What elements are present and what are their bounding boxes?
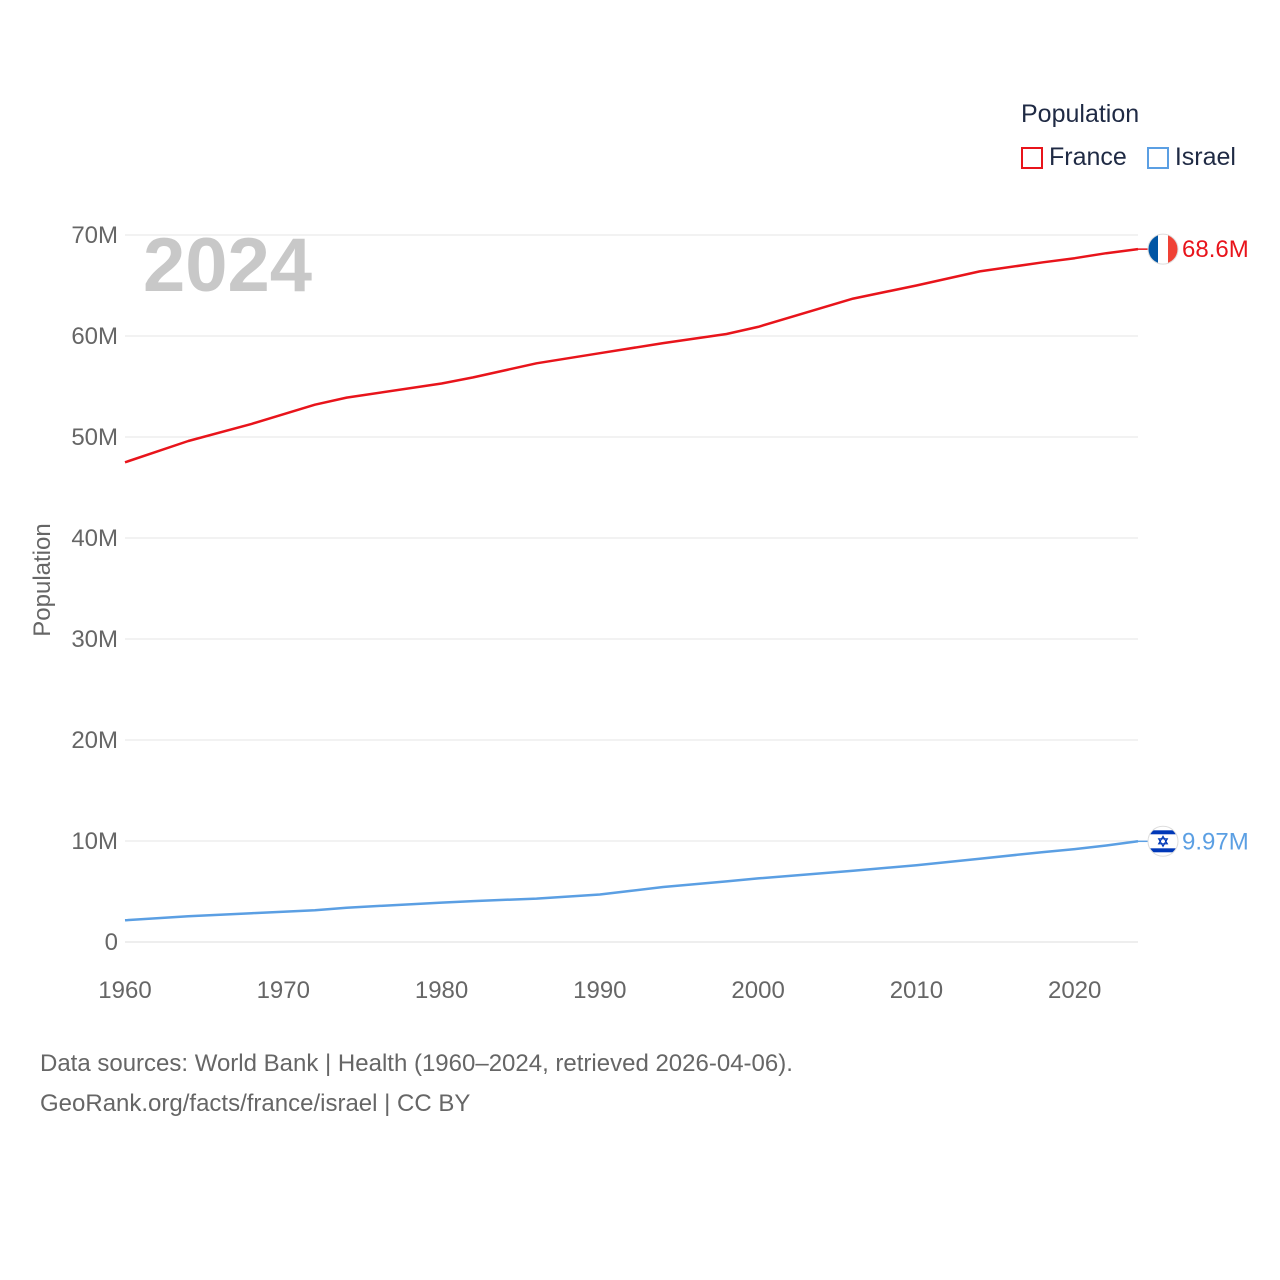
legend-title: Population bbox=[1021, 100, 1140, 128]
legend: France Israel bbox=[1021, 143, 1256, 172]
x-tick-label: 2020 bbox=[1048, 977, 1101, 1004]
source-note: Data sources: World Bank | Health (1960–… bbox=[40, 1044, 793, 1124]
y-tick-label: 40M bbox=[71, 525, 118, 552]
legend-item-france[interactable]: France bbox=[1021, 143, 1127, 172]
x-axis-ticks: 1960 1970 1980 1990 2000 2010 2020 bbox=[98, 977, 1101, 1004]
gridlines bbox=[125, 234, 1138, 943]
end-value-label-france: 68.6M bbox=[1182, 236, 1249, 263]
x-tick-label: 1970 bbox=[257, 977, 310, 1004]
legend-label-france: France bbox=[1049, 143, 1127, 171]
series-end-markers: 68.6M 9.97M bbox=[1138, 233, 1249, 857]
france-flag-icon bbox=[1147, 233, 1179, 265]
series-line-france[interactable] bbox=[124, 247, 1139, 464]
year-overlay: 2024 bbox=[143, 223, 313, 308]
x-tick-label: 2000 bbox=[731, 977, 784, 1004]
x-tick-label: 1990 bbox=[573, 977, 626, 1004]
y-axis-title: Population bbox=[29, 523, 56, 636]
legend-swatch-france bbox=[1021, 146, 1043, 169]
y-tick-label: 30M bbox=[71, 626, 118, 653]
series-lines bbox=[124, 247, 1139, 922]
legend-swatch-israel bbox=[1146, 146, 1169, 169]
y-tick-label: 20M bbox=[71, 727, 118, 754]
y-tick-label: 60M bbox=[71, 323, 118, 350]
source-line-1[interactable]: Data sources: World Bank | Health (1960–… bbox=[40, 1050, 793, 1077]
y-tick-label: 10M bbox=[71, 828, 118, 855]
x-tick-label: 1980 bbox=[415, 977, 468, 1004]
y-axis-ticks: 0 10M 20M 30M 40M 50M 60M 70M bbox=[71, 222, 118, 956]
source-line-2[interactable]: GeoRank.org/facts/france/israel | CC BY bbox=[40, 1090, 471, 1117]
israel-flag-icon bbox=[1147, 825, 1179, 857]
y-tick-label: 50M bbox=[71, 424, 118, 451]
end-value-label-israel: 9.97M bbox=[1182, 828, 1249, 855]
y-tick-label: 0 bbox=[105, 929, 118, 956]
x-tick-label: 2010 bbox=[890, 977, 943, 1004]
legend-item-israel[interactable]: Israel bbox=[1146, 143, 1236, 172]
y-tick-label: 70M bbox=[71, 222, 118, 249]
legend-label-israel: Israel bbox=[1174, 143, 1236, 171]
x-tick-label: 1960 bbox=[98, 977, 151, 1004]
series-line-israel[interactable] bbox=[124, 840, 1139, 922]
